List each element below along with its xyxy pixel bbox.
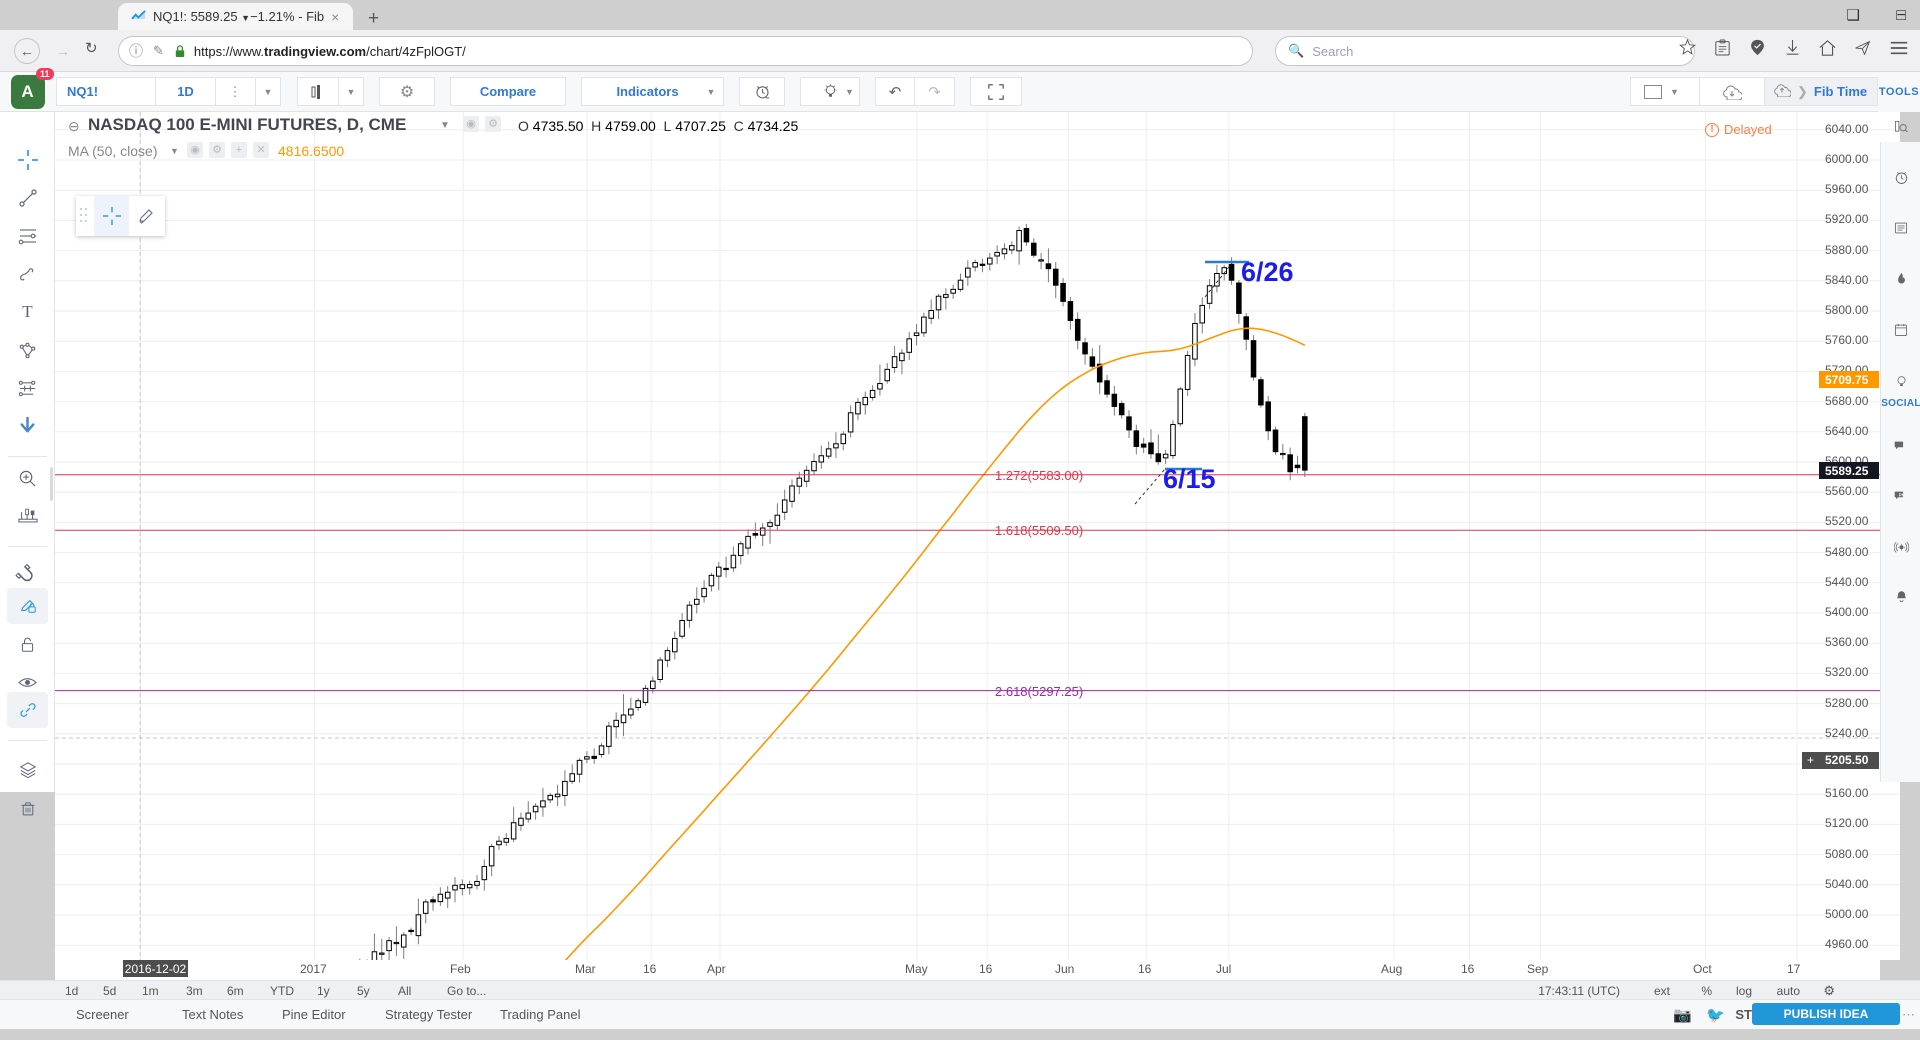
svg-text:6/26: 6/26 [1241,257,1294,287]
svg-text:PM: PM [1899,492,1906,497]
svg-text:6/15: 6/15 [1163,464,1216,494]
